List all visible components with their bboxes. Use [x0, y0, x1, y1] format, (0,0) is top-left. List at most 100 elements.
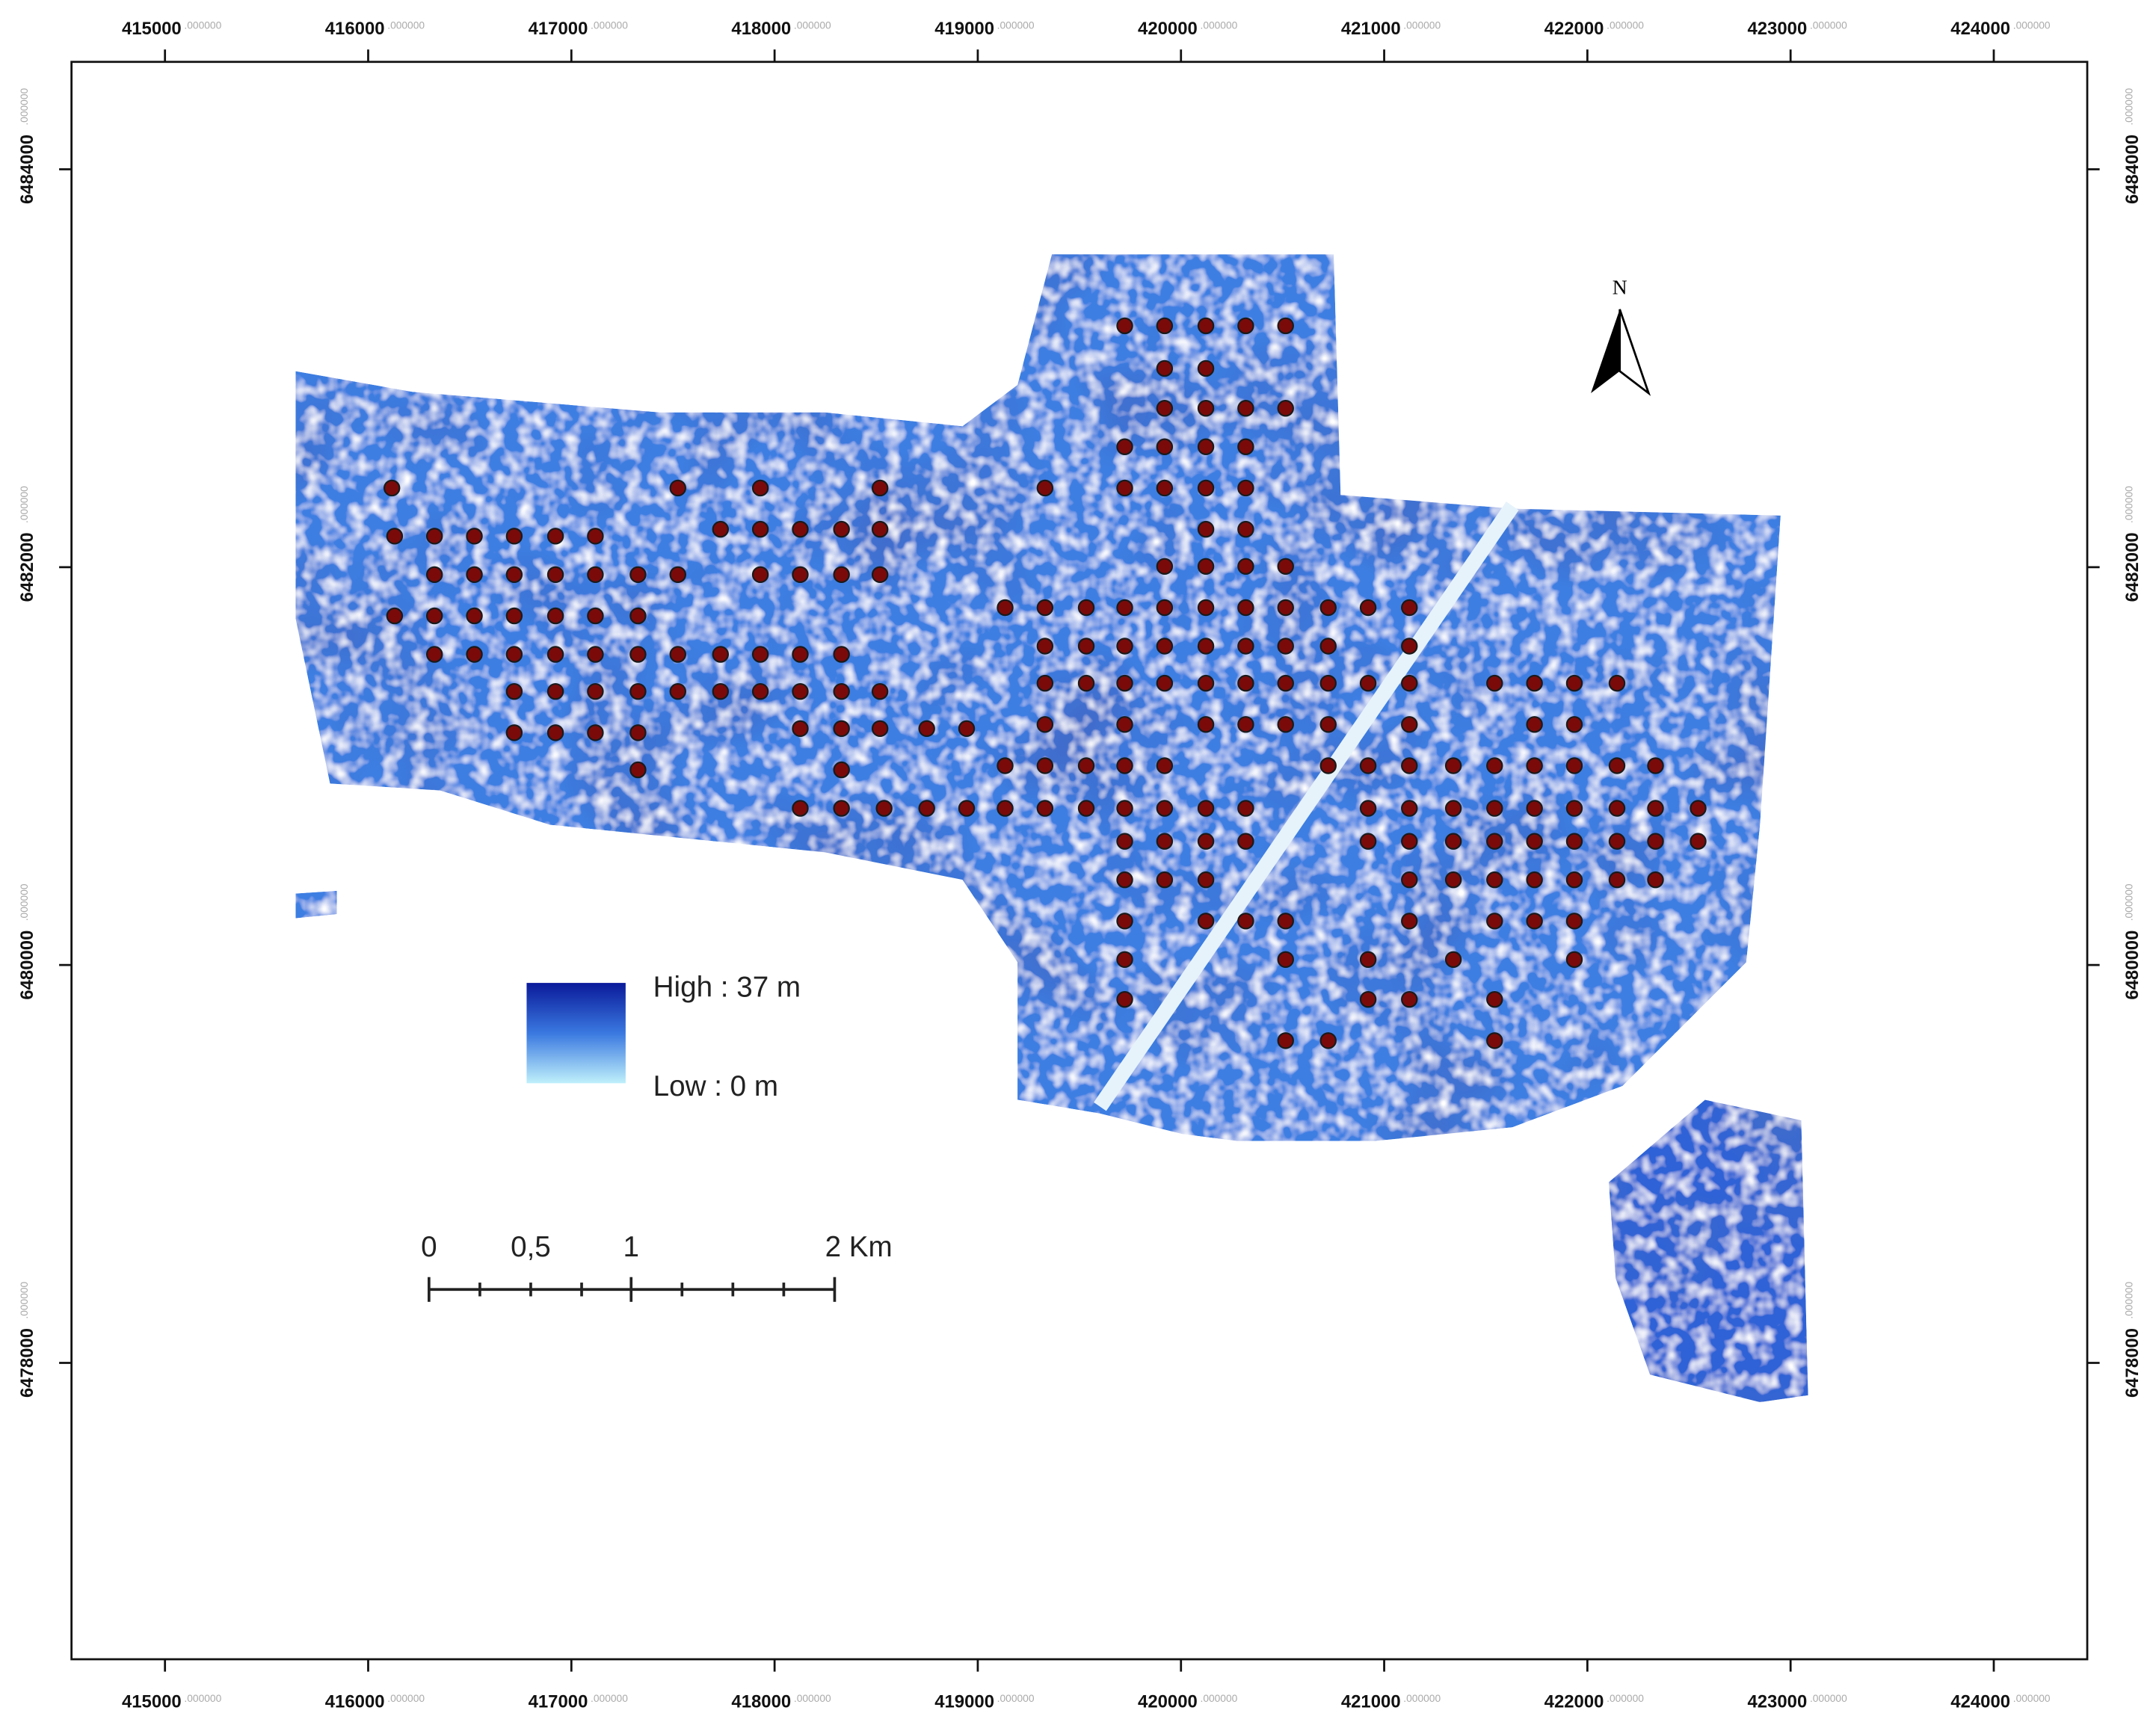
sample-point [466, 607, 483, 625]
sample-point [1444, 951, 1462, 969]
sample-point [1359, 674, 1377, 692]
tick-suffix: .000000 [184, 1693, 221, 1704]
sample-point [1156, 317, 1174, 335]
sample-point [1486, 674, 1503, 692]
sample-point [1077, 800, 1095, 817]
sample-point [1116, 951, 1133, 969]
tick-suffix: .000000 [1403, 20, 1441, 31]
tick-suffix: .000000 [1810, 20, 1847, 31]
sample-point [833, 520, 850, 538]
sample-point [1444, 757, 1462, 774]
tick-suffix: .000000 [19, 87, 30, 125]
sample-point [1237, 800, 1254, 817]
sample-point [1526, 674, 1543, 692]
sample-point [1319, 638, 1337, 655]
sample-point [425, 566, 443, 584]
x-tick-label: 415000 [122, 19, 182, 39]
sample-point [1036, 716, 1054, 733]
y-tick-label: 6478000 [17, 1328, 37, 1398]
sample-point [1526, 833, 1543, 850]
sample-point [505, 646, 523, 663]
tick-suffix: .000000 [184, 20, 221, 31]
sample-point [669, 682, 686, 700]
y-tick-label: 6482000 [17, 532, 37, 602]
sample-point [1359, 951, 1377, 969]
sample-point [1319, 674, 1337, 692]
sample-point [1277, 558, 1294, 576]
tick-suffix: .000000 [794, 20, 831, 31]
sample-point [383, 479, 401, 497]
sample-point [1077, 599, 1095, 617]
tick-suffix: .000000 [2013, 20, 2051, 31]
tick-suffix: .000000 [19, 883, 30, 921]
sample-point [546, 682, 564, 700]
sample-point [1116, 317, 1133, 335]
sample-point [1237, 833, 1254, 850]
sample-point [918, 720, 935, 738]
sample-point [712, 520, 730, 538]
sample-point [505, 566, 523, 584]
sample-point [1401, 599, 1418, 617]
sample-point [871, 566, 889, 584]
sample-point [425, 607, 443, 625]
scale-label: 2 Km [825, 1231, 893, 1263]
x-tick-label: 416000 [325, 19, 385, 39]
sample-point [1647, 833, 1664, 850]
tick-suffix: .000000 [19, 1281, 30, 1318]
sample-point [1608, 871, 1626, 889]
sample-point [1319, 599, 1337, 617]
sample-point [1401, 716, 1418, 733]
x-tick-label: 424000 [1950, 19, 2010, 39]
sample-point [1036, 757, 1054, 774]
sample-point [386, 528, 404, 545]
scale-label: 1 [623, 1231, 638, 1263]
sample-point [1359, 757, 1377, 774]
sample-point [1197, 716, 1215, 733]
sample-point [425, 528, 443, 545]
sample-point [1116, 800, 1133, 817]
sample-point [1036, 674, 1054, 692]
sample-point [1237, 674, 1254, 692]
sample-point [1197, 520, 1215, 538]
sample-point [1401, 833, 1418, 850]
sample-point [505, 528, 523, 545]
y-tick-label: 6484000 [2122, 135, 2143, 204]
sample-point [1197, 360, 1215, 377]
north-label: N [1613, 276, 1627, 299]
tick-suffix: .000000 [1200, 20, 1237, 31]
sample-point [425, 646, 443, 663]
sample-point [1116, 833, 1133, 850]
tick-suffix: .000000 [2013, 1693, 2051, 1704]
sample-point [1237, 520, 1254, 538]
sample-point [1036, 800, 1054, 817]
sample-point [1156, 800, 1174, 817]
sample-point [1197, 800, 1215, 817]
sample-point [546, 646, 564, 663]
sample-point [997, 800, 1014, 817]
legend-ramp [526, 983, 626, 1084]
sample-point [1237, 479, 1254, 497]
x-tick-label: 420000 [1138, 19, 1198, 39]
y-tick-label: 6482000 [2122, 532, 2143, 602]
x-tick-label: 421000 [1341, 19, 1401, 39]
sample-point [1036, 638, 1054, 655]
sample-point [1401, 757, 1418, 774]
sample-point [629, 724, 647, 741]
sample-point [1156, 558, 1174, 576]
sample-point [1401, 871, 1418, 889]
sample-point [1277, 951, 1294, 969]
sample-point [1401, 638, 1418, 655]
sample-point [669, 646, 686, 663]
sample-point [1156, 833, 1174, 850]
sample-point [629, 566, 647, 584]
x-tick-label: 419000 [934, 19, 994, 39]
sample-point [997, 757, 1014, 774]
tick-suffix: .000000 [1607, 1693, 1644, 1704]
tick-suffix: .000000 [2124, 87, 2135, 125]
sample-point [792, 646, 809, 663]
sample-point [792, 720, 809, 738]
sample-point [629, 607, 647, 625]
tick-suffix: .000000 [591, 20, 628, 31]
sample-point [1565, 833, 1583, 850]
sample-point [871, 720, 889, 738]
